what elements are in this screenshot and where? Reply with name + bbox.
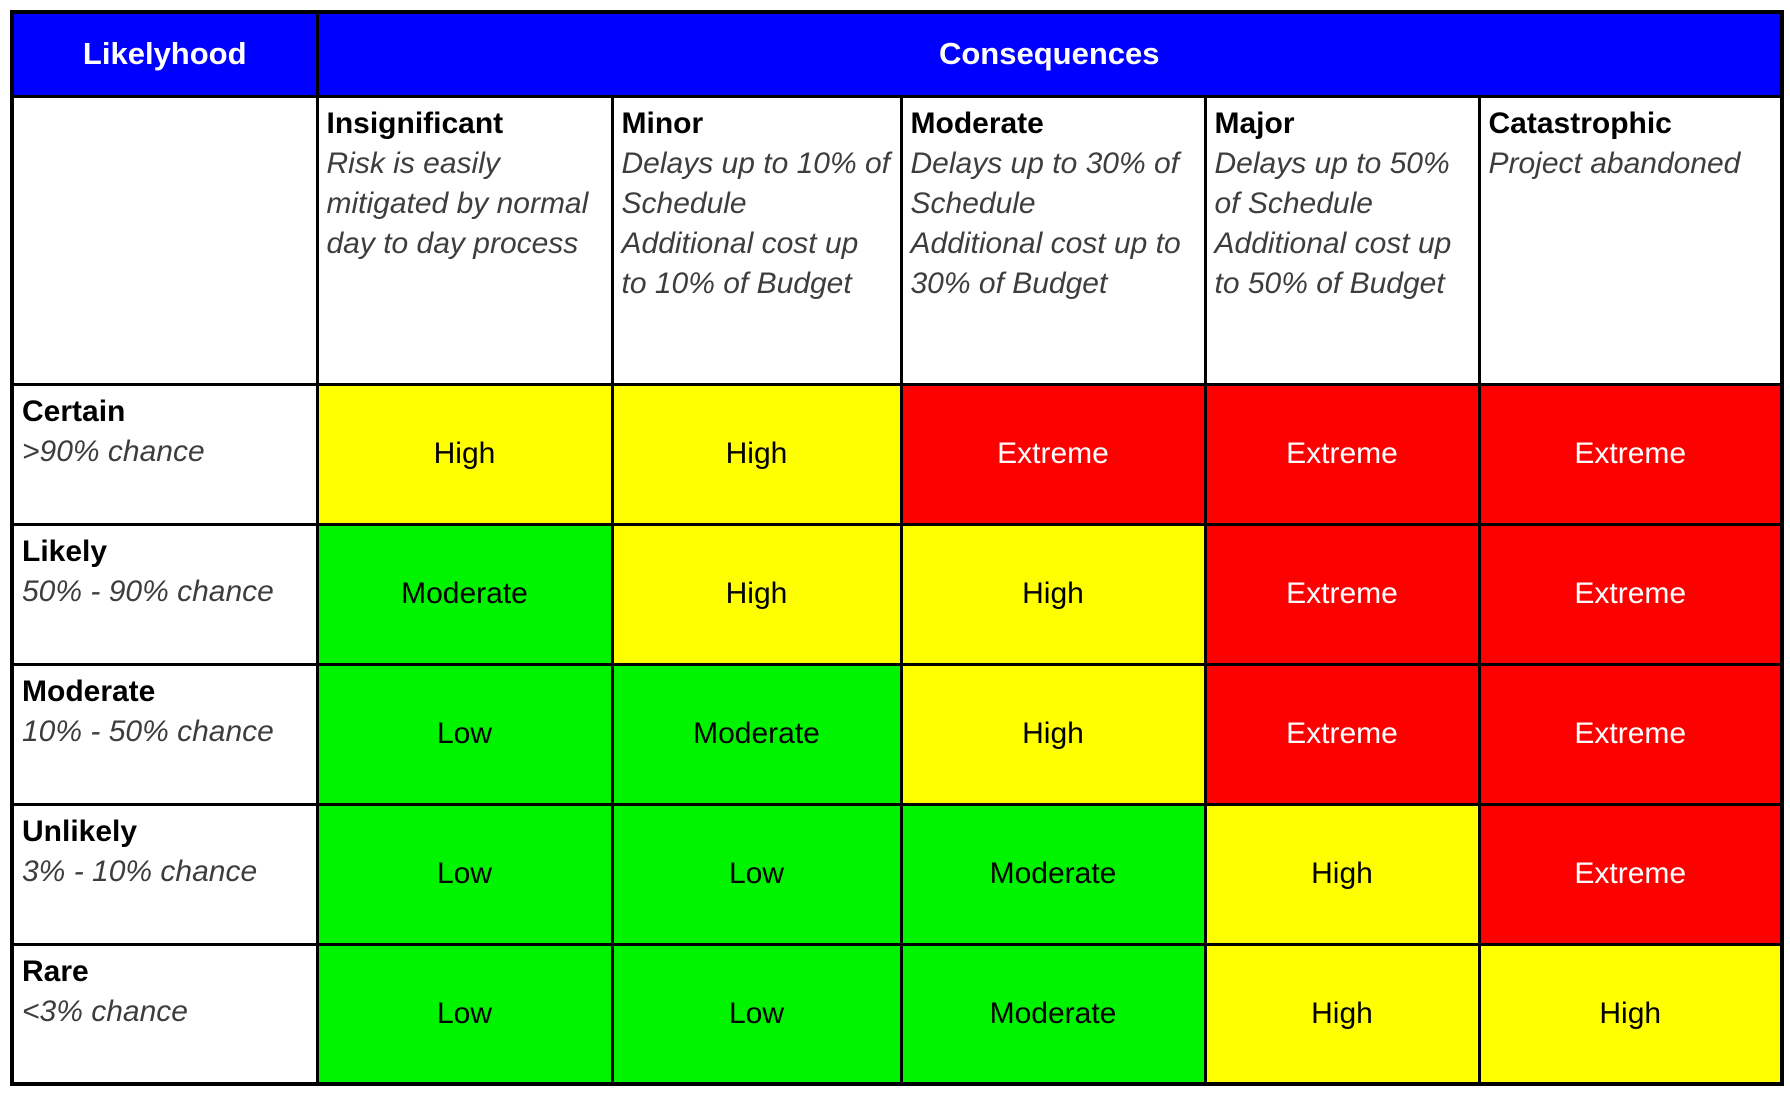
header-row: Likelyhood Consequences: [10, 10, 1784, 98]
column-header-moderate: Moderate Delays up to 30% of Schedule Add…: [899, 94, 1207, 386]
risk-cell-moderate-insignificant: Low: [315, 662, 614, 806]
risk-cell-rare-moderate: Moderate: [899, 942, 1207, 1086]
risk-cell-certain-moderate: Extreme: [899, 382, 1207, 526]
risk-cell-rare-minor: Low: [610, 942, 903, 1086]
column-header-minor: Minor Delays up to 10% of Schedule Additi…: [610, 94, 903, 386]
row-label-likely: Likely 50% - 90% chance: [10, 522, 319, 666]
column-header-major: Major Delays up to 50% of Schedule Additi…: [1203, 94, 1481, 386]
risk-cell-certain-minor: High: [610, 382, 903, 526]
column-header-catastrophic: Catastrophic Project abandoned: [1477, 94, 1784, 386]
row-subtitle: 50% - 90% chance: [22, 574, 274, 608]
row-label-rare: Rare <3% chance: [10, 942, 319, 1086]
row-title: Moderate: [22, 674, 156, 708]
risk-cell-rare-catastrophic: High: [1477, 942, 1784, 1086]
risk-cell-unlikely-major: High: [1203, 802, 1481, 946]
risk-matrix-table: Likelyhood Consequences Insignificant Ris…: [10, 10, 1784, 1086]
column-title: Moderate: [910, 106, 1044, 140]
consequences-header-cell: Consequences: [315, 10, 1784, 98]
row-subtitle: 3% - 10% chance: [22, 854, 258, 888]
row-title: Unlikely: [22, 814, 138, 848]
row-label-moderate: Moderate 10% - 50% chance: [10, 662, 319, 806]
consequence-header-row: Insignificant Risk is easily mitigated by…: [10, 94, 1784, 386]
column-header-insignificant: Insignificant Risk is easily mitigated by…: [315, 94, 614, 386]
risk-cell-certain-catastrophic: Extreme: [1477, 382, 1784, 526]
column-description: Project abandoned: [1488, 146, 1741, 180]
risk-cell-likely-minor: High: [610, 522, 903, 666]
row-title: Likely: [22, 534, 108, 568]
risk-cell-likely-insignificant: Moderate: [315, 522, 614, 666]
row-title: Rare: [22, 954, 89, 988]
empty-corner-cell: [10, 94, 319, 386]
row-label-certain: Certain >90% chance: [10, 382, 319, 526]
risk-cell-moderate-major: Extreme: [1203, 662, 1481, 806]
likelihood-row-moderate: Moderate 10% - 50% chance Low Moderate High E…: [10, 662, 1784, 806]
row-subtitle: >90% chance: [22, 434, 205, 468]
risk-cell-moderate-minor: Moderate: [610, 662, 903, 806]
risk-cell-rare-insignificant: Low: [315, 942, 614, 1086]
column-description: Delays up to 30% of Schedule Additional …: [910, 146, 1181, 300]
likelihood-row-likely: Likely 50% - 90% chance Moderate High High Ex…: [10, 522, 1784, 666]
column-description: Delays up to 10% of Schedule Additional …: [621, 146, 891, 300]
likelihood-header-cell: Likelyhood: [10, 10, 319, 98]
risk-cell-unlikely-insignificant: Low: [315, 802, 614, 946]
column-description: Risk is easily mitigated by normal day t…: [326, 146, 589, 260]
risk-cell-rare-major: High: [1203, 942, 1481, 1086]
risk-cell-moderate-catastrophic: Extreme: [1477, 662, 1784, 806]
risk-cell-certain-insignificant: High: [315, 382, 614, 526]
column-title: Minor: [621, 106, 704, 140]
likelihood-row-unlikely: Unlikely 3% - 10% chance Low Low Moderate Hig…: [10, 802, 1784, 946]
risk-cell-unlikely-catastrophic: Extreme: [1477, 802, 1784, 946]
risk-cell-likely-major: Extreme: [1203, 522, 1481, 666]
row-subtitle: <3% chance: [22, 994, 188, 1028]
risk-cell-unlikely-moderate: Moderate: [899, 802, 1207, 946]
row-title: Certain: [22, 394, 126, 428]
column-title: Catastrophic: [1488, 106, 1672, 140]
column-title: Major: [1214, 106, 1295, 140]
column-description: Delays up to 50% of Schedule Additional …: [1214, 146, 1452, 300]
risk-cell-unlikely-minor: Low: [610, 802, 903, 946]
risk-cell-moderate-moderate: High: [899, 662, 1207, 806]
risk-cell-certain-major: Extreme: [1203, 382, 1481, 526]
likelihood-row-certain: Certain >90% chance High High Extreme Extreme…: [10, 382, 1784, 526]
column-title: Insignificant: [326, 106, 504, 140]
row-label-unlikely: Unlikely 3% - 10% chance: [10, 802, 319, 946]
risk-cell-likely-moderate: High: [899, 522, 1207, 666]
risk-cell-likely-catastrophic: Extreme: [1477, 522, 1784, 666]
likelihood-row-rare: Rare <3% chance Low Low Moderate High High: [10, 942, 1784, 1086]
row-subtitle: 10% - 50% chance: [22, 714, 274, 748]
